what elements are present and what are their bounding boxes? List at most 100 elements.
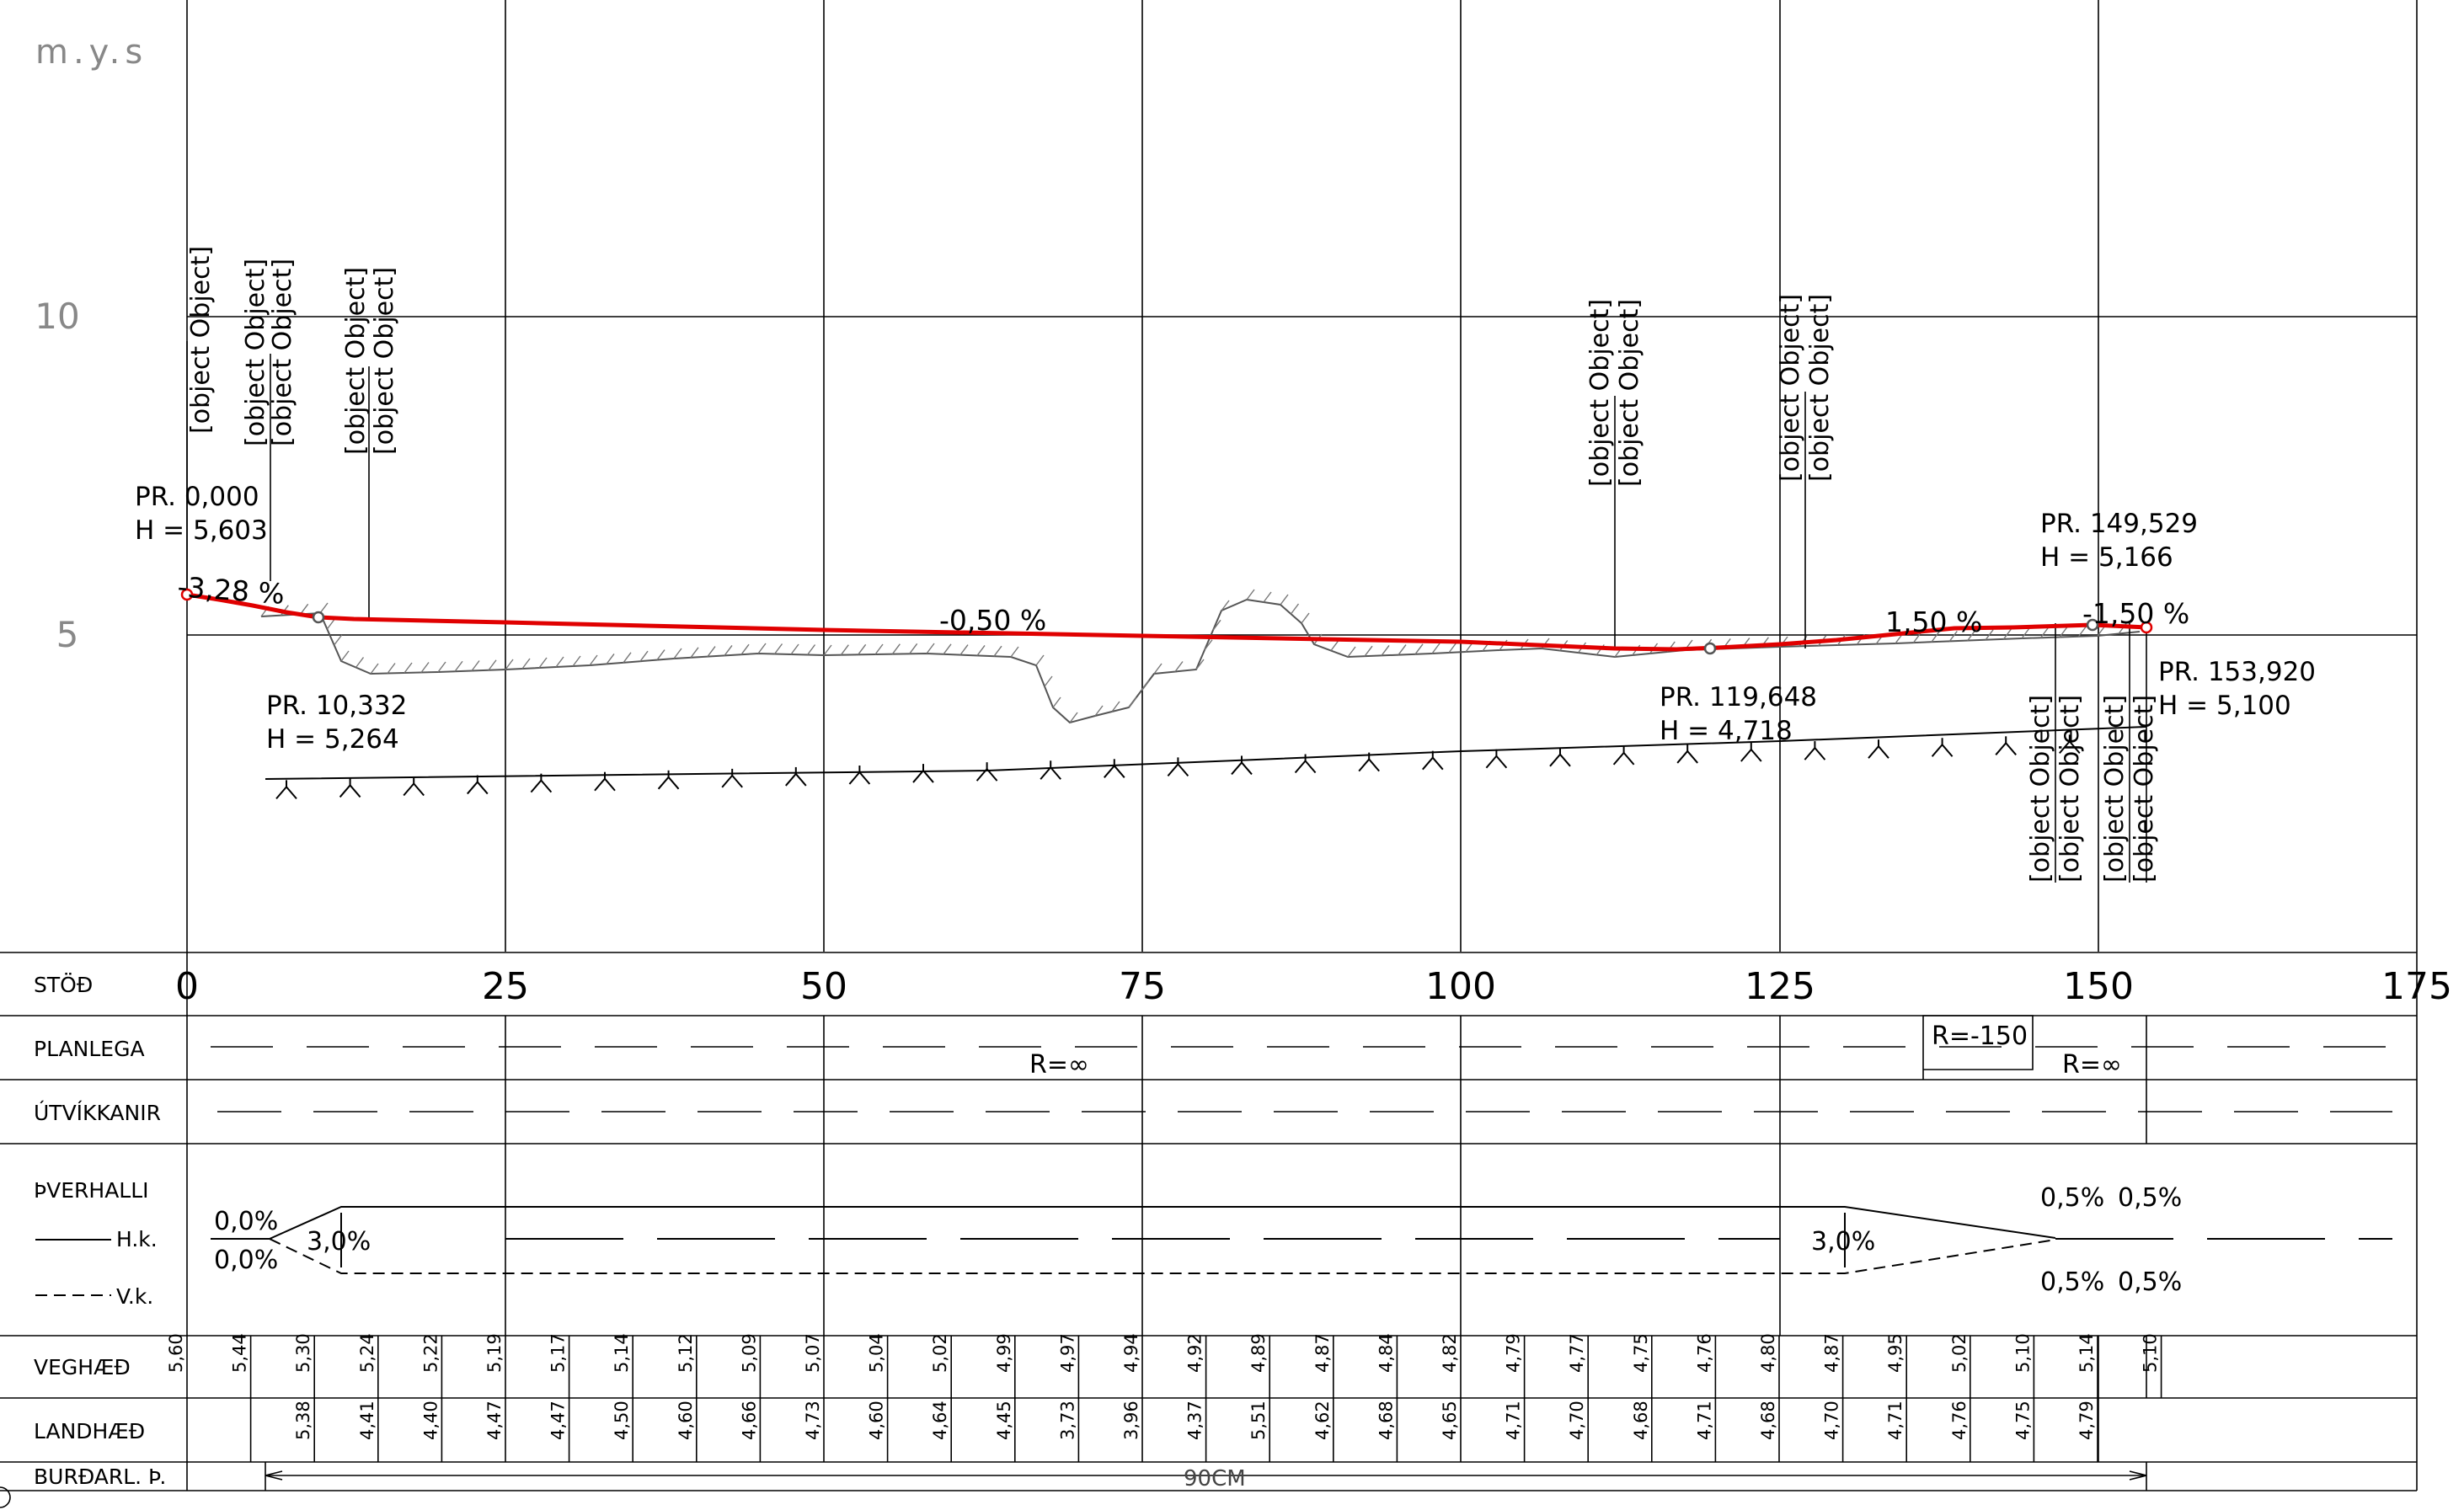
plan-radius-label: R=∞ bbox=[2062, 1050, 2122, 1080]
road-height-value: 5,02 bbox=[1949, 1333, 1970, 1373]
point-pr-label: PR. 0,000 bbox=[135, 482, 259, 512]
point-labels: PR. 0,000 H = 5,603 PR. 10,332 H = 5,264… bbox=[135, 482, 2316, 755]
road-height-value: 4,99 bbox=[994, 1333, 1014, 1373]
ground-height-value: 5,51 bbox=[1248, 1401, 1269, 1440]
road-height-value: 5,30 bbox=[293, 1333, 313, 1373]
road-height-value: 5,19 bbox=[484, 1333, 505, 1373]
ground-height-value: 3,73 bbox=[1057, 1401, 1077, 1440]
vertical-points bbox=[180, 588, 2153, 655]
station-tick: 150 bbox=[2063, 965, 2134, 1008]
road-height-value: 4,75 bbox=[1631, 1333, 1651, 1373]
row-label-widening: ÚTVÍKKANIR bbox=[34, 1100, 161, 1125]
road-height-value: 4,87 bbox=[1822, 1333, 1842, 1373]
y-tick-5: 5 bbox=[56, 614, 79, 655]
curve-labels: [object Object] [object Object] [object … bbox=[186, 246, 2159, 883]
ground-height-value: 4,60 bbox=[676, 1401, 696, 1440]
y-unit-label: m.y.s bbox=[35, 33, 147, 72]
road-height-value: 5,10 bbox=[2012, 1333, 2033, 1373]
plan-radius-label: R=∞ bbox=[1029, 1050, 1089, 1080]
crossfall-label: 0,5% bbox=[2040, 1267, 2104, 1297]
curve-label: [object Object] bbox=[2130, 695, 2159, 883]
road-height-value: 4,87 bbox=[1312, 1333, 1333, 1373]
row-label-ground-height: LANDHÆÐ bbox=[34, 1419, 145, 1443]
bearing-layer-line bbox=[265, 726, 2147, 800]
road-height-value: 5,14 bbox=[612, 1333, 632, 1373]
profile-grid bbox=[0, 0, 2418, 1491]
ground-height-value: 4,71 bbox=[1694, 1401, 1714, 1440]
legend-line-samples bbox=[35, 1239, 111, 1296]
station-tick: 125 bbox=[1745, 965, 1815, 1008]
road-height-value: 5,24 bbox=[357, 1333, 377, 1373]
ground-height-value: 3,96 bbox=[1121, 1401, 1141, 1440]
y-tick-10: 10 bbox=[35, 296, 79, 337]
road-height-values: 5,60 5,44 5,30 5,24 5,22 5,19 5,17 5,14 5,12 5,09… bbox=[166, 1333, 2161, 1373]
row-label-crossfall: ÞVERHALLI bbox=[34, 1178, 149, 1203]
station-tick: 25 bbox=[482, 965, 529, 1008]
point-h-label: H = 5,100 bbox=[2158, 691, 2291, 721]
crossfall-label: 0,5% bbox=[2118, 1267, 2182, 1297]
band-row-labels: STÖÐ PLANLEGA ÚTVÍKKANIR ÞVERHALLI H.k. … bbox=[34, 973, 166, 1489]
ground-height-value: 4,68 bbox=[1631, 1401, 1651, 1440]
road-height-value: 4,84 bbox=[1376, 1333, 1396, 1373]
ground-height-value: 4,73 bbox=[803, 1401, 823, 1440]
station-tick: 175 bbox=[2381, 965, 2452, 1008]
plan-row: R=∞ R=-150 R=∞ bbox=[211, 1015, 2392, 1080]
curve-markers bbox=[186, 341, 2147, 883]
curve-label: [object Object] bbox=[241, 259, 270, 446]
ground-height-value: 4,68 bbox=[1758, 1401, 1778, 1440]
station-tick: 50 bbox=[800, 965, 847, 1008]
curve-label: [object Object] bbox=[2055, 695, 2085, 883]
road-height-value: 4,76 bbox=[1694, 1333, 1714, 1373]
ground-height-value: 4,64 bbox=[930, 1401, 950, 1440]
crossfall-label: 0,5% bbox=[2040, 1183, 2104, 1213]
road-height-value: 4,82 bbox=[1440, 1333, 1460, 1373]
curve-label: [object Object] bbox=[1805, 294, 1835, 482]
grade-label: 1,50 % bbox=[1885, 606, 1982, 638]
curve-label: [object Object] bbox=[1776, 294, 1805, 482]
bearing-dimension bbox=[265, 1470, 2147, 1481]
row-label-left-edge: H.k. bbox=[116, 1227, 158, 1251]
ground-height-value: 4,60 bbox=[867, 1401, 887, 1440]
grade-label: -3,28 % bbox=[176, 570, 286, 611]
crossfall-label: 3,0% bbox=[1811, 1227, 1875, 1257]
road-height-value: 5,07 bbox=[803, 1333, 823, 1373]
ground-height-value: 4,47 bbox=[484, 1401, 505, 1440]
road-height-value: 5,44 bbox=[230, 1333, 250, 1373]
ground-height-value: 4,37 bbox=[1185, 1401, 1205, 1440]
station-tick: 100 bbox=[1425, 965, 1496, 1008]
curve-label: [object Object] bbox=[2100, 695, 2130, 883]
station-tick: 75 bbox=[1119, 965, 1166, 1008]
ground-height-value: 4,41 bbox=[357, 1401, 377, 1440]
ground-height-value: 4,70 bbox=[1822, 1401, 1842, 1440]
road-height-value: 4,94 bbox=[1121, 1333, 1141, 1373]
corner-circle bbox=[0, 1486, 11, 1508]
curve-label: [object Object] bbox=[2026, 695, 2055, 883]
ground-height-value: 4,62 bbox=[1312, 1401, 1333, 1440]
ground-height-value: 4,68 bbox=[1376, 1401, 1396, 1440]
crossfall-label: 0,0% bbox=[214, 1246, 278, 1275]
road-height-value: 5,10 bbox=[2141, 1333, 2161, 1373]
design-road-line bbox=[186, 592, 2147, 652]
ground-height-value: 4,66 bbox=[739, 1401, 759, 1440]
road-height-value: 5,60 bbox=[166, 1333, 186, 1373]
point-pr-label: PR. 119,648 bbox=[1660, 682, 1817, 712]
ground-height-value: 4,71 bbox=[1504, 1401, 1524, 1440]
curve-label: [object Object] bbox=[268, 259, 297, 446]
curve-label: [object Object] bbox=[370, 267, 399, 455]
row-label-right-edge: V.k. bbox=[116, 1284, 153, 1309]
crossfall-labels: 0,0% 0,0% 3,0% 3,0% 0,5% 0,5% 0,5% 0,5% bbox=[214, 1183, 2182, 1297]
station-ticks: 0 25 50 75 100 125 150 175 bbox=[175, 965, 2452, 1008]
road-height-value: 5,17 bbox=[548, 1333, 569, 1373]
road-height-value: 4,97 bbox=[1057, 1333, 1077, 1373]
road-height-value: 4,92 bbox=[1185, 1333, 1205, 1373]
point-pr-label: PR. 10,332 bbox=[266, 691, 407, 721]
curve-label: [object Object] bbox=[341, 267, 371, 455]
point-pr-label: PR. 149,529 bbox=[2040, 509, 2198, 539]
road-height-value: 5,22 bbox=[420, 1333, 441, 1373]
ground-height-value: 4,65 bbox=[1440, 1401, 1460, 1440]
ground-height-value: 4,71 bbox=[1885, 1401, 1905, 1440]
road-height-value: 5,02 bbox=[930, 1333, 950, 1373]
station-tick: 0 bbox=[175, 965, 199, 1008]
road-height-value: 5,09 bbox=[739, 1333, 759, 1373]
road-height-value: 4,89 bbox=[1248, 1333, 1269, 1373]
